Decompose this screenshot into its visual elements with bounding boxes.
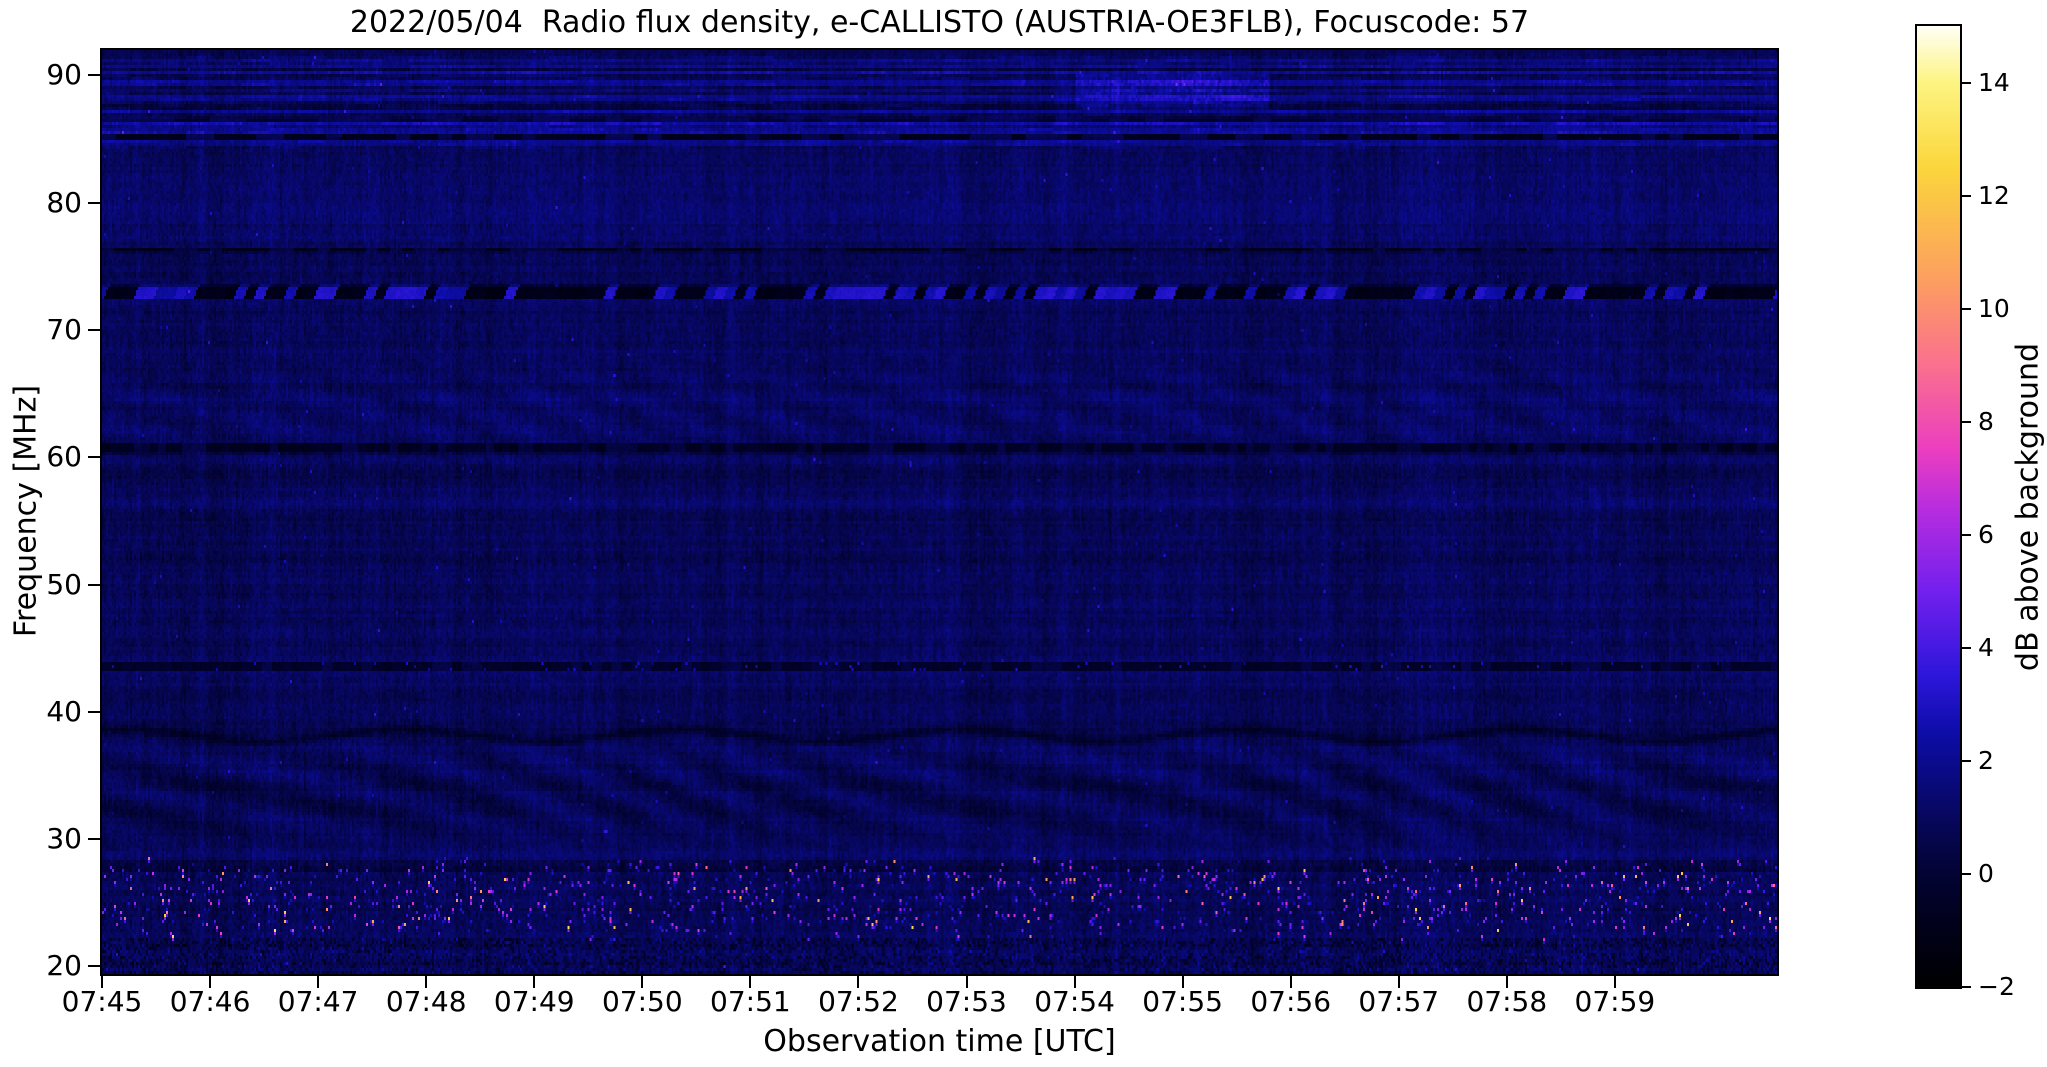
colorbar-tick [1962, 986, 1971, 988]
x-tick-label: 07:47 [277, 985, 359, 1018]
x-tick-label: 07:48 [385, 985, 467, 1018]
y-tick-label: 90 [46, 58, 82, 92]
x-tick [857, 976, 860, 988]
colorbar-tick [1962, 872, 1971, 875]
x-tick-label: 07:55 [1142, 985, 1223, 1018]
y-tick [88, 583, 100, 586]
x-tick [1289, 976, 1292, 988]
y-tick-label: 70 [46, 313, 82, 346]
x-tick-label: 07:53 [926, 985, 1007, 1018]
x-tick-label: 07:54 [1034, 985, 1115, 1018]
colorbar-tick [1962, 420, 1971, 423]
x-tick [965, 976, 968, 988]
x-axis-label: Observation time [UTC] [763, 1024, 1116, 1059]
y-tick-label: 50 [46, 567, 82, 601]
colorbar-tick-label: 4 [1978, 632, 1994, 662]
colorbar-tick-label: 0 [1978, 858, 1994, 888]
x-tick [1073, 976, 1076, 988]
colorbar-tick-label: −2 [1978, 972, 2015, 1001]
colorbar-tick-label: 8 [1978, 406, 1994, 436]
x-tick [209, 976, 212, 988]
x-tick-label: 07:56 [1250, 985, 1332, 1018]
x-tick-label: 07:57 [1358, 985, 1440, 1018]
spectrogram-canvas [102, 50, 1777, 974]
y-tick [88, 965, 100, 968]
plot-title: 2022/05/04 Radio flux density, e-CALLIST… [349, 5, 1530, 40]
colorbar-tick [1962, 307, 1971, 310]
y-tick [88, 74, 100, 77]
y-tick [88, 838, 100, 841]
colorbar-tick [1962, 533, 1971, 536]
x-tick-label: 07:49 [493, 985, 575, 1018]
y-tick [88, 456, 100, 459]
x-tick [1397, 976, 1400, 988]
y-tick [88, 201, 100, 204]
x-tick [641, 976, 644, 988]
x-tick [101, 976, 103, 988]
plot-area [100, 48, 1779, 976]
colorbar-tick [1962, 81, 1971, 84]
y-tick-label: 30 [46, 822, 82, 856]
colorbar-tick-label: 6 [1978, 519, 1994, 549]
colorbar [1915, 24, 1962, 989]
colorbar-tick [1962, 759, 1971, 762]
colorbar-label: dB above background [2010, 342, 2046, 672]
y-tick-label: 40 [46, 694, 82, 728]
colorbar-tick [1962, 646, 1971, 649]
x-tick-label: 07:45 [61, 985, 143, 1018]
colorbar-tick-label: 10 [1978, 293, 2010, 323]
x-tick-label: 07:59 [1574, 985, 1656, 1018]
x-tick-label: 07:50 [601, 985, 683, 1018]
x-tick [1505, 976, 1508, 988]
x-tick-label: 07:46 [169, 985, 251, 1018]
colorbar-tick [1962, 194, 1971, 197]
x-tick-label: 07:58 [1466, 985, 1548, 1018]
colorbar-tick-label: 2 [1978, 745, 1994, 775]
colorbar-tick-label: 12 [1978, 180, 2010, 210]
x-tick [1613, 976, 1616, 988]
colorbar-gradient [1917, 26, 1960, 987]
x-tick-label: 07:51 [710, 985, 791, 1018]
x-tick [317, 976, 320, 988]
x-tick [425, 976, 428, 988]
colorbar-tick-label: 14 [1978, 67, 2010, 97]
y-tick-label: 60 [46, 440, 82, 474]
y-tick-label: 20 [46, 949, 82, 983]
y-tick [88, 710, 100, 713]
x-tick [533, 976, 536, 988]
y-tick-label: 80 [46, 185, 82, 219]
x-tick-label: 07:52 [818, 985, 899, 1018]
x-tick [749, 976, 752, 988]
y-tick [88, 329, 100, 331]
x-tick [1181, 976, 1184, 988]
